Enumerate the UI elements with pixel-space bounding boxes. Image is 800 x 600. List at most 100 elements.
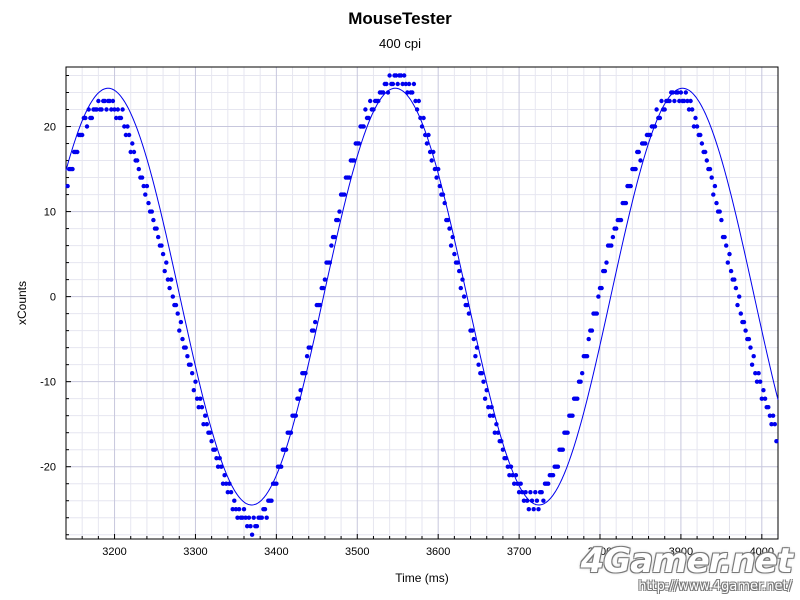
data-point	[203, 413, 208, 418]
data-point	[274, 481, 279, 486]
data-point	[80, 132, 85, 138]
data-point	[753, 371, 758, 376]
data-point	[400, 81, 405, 87]
watermark-url: http://www.4gamer.net/	[638, 579, 792, 594]
data-point	[431, 149, 436, 155]
data-point	[351, 158, 357, 163]
data-point	[518, 481, 523, 486]
data-point	[167, 285, 172, 291]
data-point	[432, 166, 438, 172]
data-point	[160, 251, 166, 257]
data-point	[732, 277, 737, 282]
data-point	[670, 90, 675, 95]
data-point	[126, 132, 132, 138]
data-point	[104, 107, 109, 112]
data-point	[672, 98, 677, 104]
data-point	[141, 183, 146, 189]
data-point	[510, 473, 515, 478]
data-point	[418, 115, 423, 121]
data-point	[249, 532, 255, 537]
data-point	[393, 73, 399, 78]
data-point	[411, 81, 417, 87]
data-point	[691, 124, 697, 129]
data-point	[578, 379, 583, 384]
data-point	[746, 336, 752, 342]
data-point	[151, 217, 156, 223]
data-point	[198, 396, 203, 401]
data-point	[758, 379, 763, 384]
data-point	[384, 81, 389, 87]
data-point	[224, 481, 229, 486]
y-tick-labels: -20 -10 0 10 20	[40, 122, 56, 474]
data-point	[520, 490, 525, 495]
data-point	[528, 490, 533, 495]
x-tick-label: 3700	[507, 546, 531, 558]
data-point	[628, 183, 633, 189]
data-point	[204, 422, 209, 427]
data-point	[748, 345, 753, 350]
data-point	[458, 285, 463, 291]
data-point	[717, 209, 722, 214]
data-point	[536, 507, 541, 512]
data-point	[65, 183, 70, 189]
data-point	[254, 524, 260, 529]
data-point	[175, 311, 180, 316]
data-point	[725, 260, 730, 265]
data-point	[735, 302, 740, 308]
data-point	[704, 158, 709, 163]
data-point	[526, 507, 531, 512]
data-point	[610, 234, 616, 240]
data-point	[712, 183, 718, 189]
data-point	[688, 98, 693, 104]
data-point	[727, 251, 732, 257]
data-point	[738, 311, 743, 316]
data-point	[465, 302, 470, 308]
data-point	[648, 132, 653, 138]
data-point	[70, 166, 75, 172]
data-point	[560, 447, 565, 452]
data-point	[118, 115, 124, 121]
data-point	[677, 98, 682, 104]
data-point	[751, 354, 756, 359]
data-point	[525, 498, 530, 503]
data-point	[304, 354, 310, 359]
data-point	[698, 132, 703, 138]
data-point	[139, 175, 145, 180]
data-point	[75, 149, 80, 155]
data-point	[241, 507, 247, 512]
data-point	[657, 115, 663, 121]
y-tick-label: 0	[50, 292, 56, 304]
grid-minor	[65, 67, 779, 539]
data-point	[398, 73, 404, 78]
data-point	[550, 473, 556, 478]
data-point	[115, 107, 121, 112]
data-point	[207, 430, 213, 435]
x-tick-label: 3300	[183, 546, 207, 558]
data-point	[636, 149, 641, 155]
data-point	[633, 166, 638, 172]
data-point	[227, 481, 232, 486]
data-point	[136, 166, 141, 172]
data-point	[413, 98, 418, 104]
data-point	[89, 115, 95, 121]
data-point	[188, 362, 193, 367]
data-point	[245, 524, 250, 529]
data-point	[481, 379, 486, 384]
data-point	[296, 396, 302, 401]
data-point	[452, 251, 457, 257]
data-point	[194, 396, 200, 401]
data-point	[298, 388, 303, 393]
data-point	[455, 260, 460, 265]
data-point	[681, 98, 687, 104]
data-point	[575, 396, 580, 401]
data-point	[83, 115, 88, 121]
data-point	[251, 515, 256, 520]
data-point	[474, 345, 480, 350]
data-point	[337, 209, 342, 214]
data-point	[466, 311, 472, 316]
data-point	[288, 430, 294, 435]
data-point	[102, 98, 108, 104]
data-point	[196, 405, 201, 410]
data-point	[772, 422, 777, 427]
data-point	[694, 124, 700, 129]
